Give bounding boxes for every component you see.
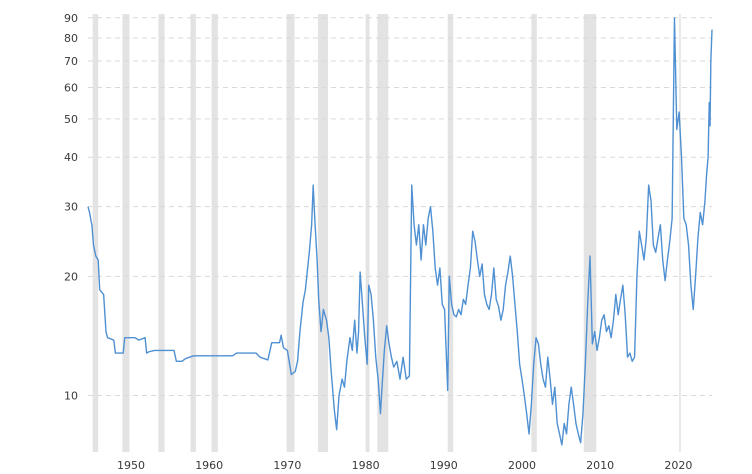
recession-band xyxy=(92,14,99,452)
x-tick-label: 2010 xyxy=(586,459,614,472)
recession-band xyxy=(190,14,196,452)
y-tick-label: 80 xyxy=(64,32,78,45)
recession-band xyxy=(158,14,165,452)
gridlines xyxy=(88,17,712,397)
x-tick-label: 1990 xyxy=(430,459,458,472)
x-axis-tick-labels: 1950 1960 1970 1980 1990 2000 2010 2020 xyxy=(117,459,692,472)
recession-band xyxy=(286,14,295,452)
recession-band xyxy=(365,14,370,452)
x-tick-label: 1950 xyxy=(117,459,145,472)
recession-band xyxy=(583,14,597,452)
y-tick-label: 50 xyxy=(64,113,78,126)
series-layer xyxy=(87,17,713,446)
recession-band xyxy=(317,14,329,452)
y-tick-label: 60 xyxy=(64,81,78,94)
y-tick-label: 10 xyxy=(64,390,78,403)
y-tick-label: 90 xyxy=(64,12,78,25)
recession-band xyxy=(377,14,389,452)
x-tick-label: 1970 xyxy=(273,459,301,472)
recession-band xyxy=(447,14,454,452)
recession-band xyxy=(531,14,537,452)
y-axis-tick-labels: 10 20 30 40 50 60 70 80 90 xyxy=(64,12,78,403)
y-tick-label: 70 xyxy=(64,55,78,68)
recession-band xyxy=(679,14,681,452)
y-tick-label: 20 xyxy=(64,270,78,283)
y-tick-label: 30 xyxy=(64,201,78,214)
recession-bands xyxy=(92,14,681,452)
recession-band xyxy=(122,14,130,452)
x-tick-label: 1960 xyxy=(195,459,223,472)
x-tick-label: 1980 xyxy=(352,459,380,472)
series-line xyxy=(87,17,713,446)
y-tick-label: 40 xyxy=(64,151,78,164)
recession-band xyxy=(211,14,218,452)
x-tick-label: 2000 xyxy=(508,459,536,472)
x-tick-label: 2020 xyxy=(664,459,692,472)
